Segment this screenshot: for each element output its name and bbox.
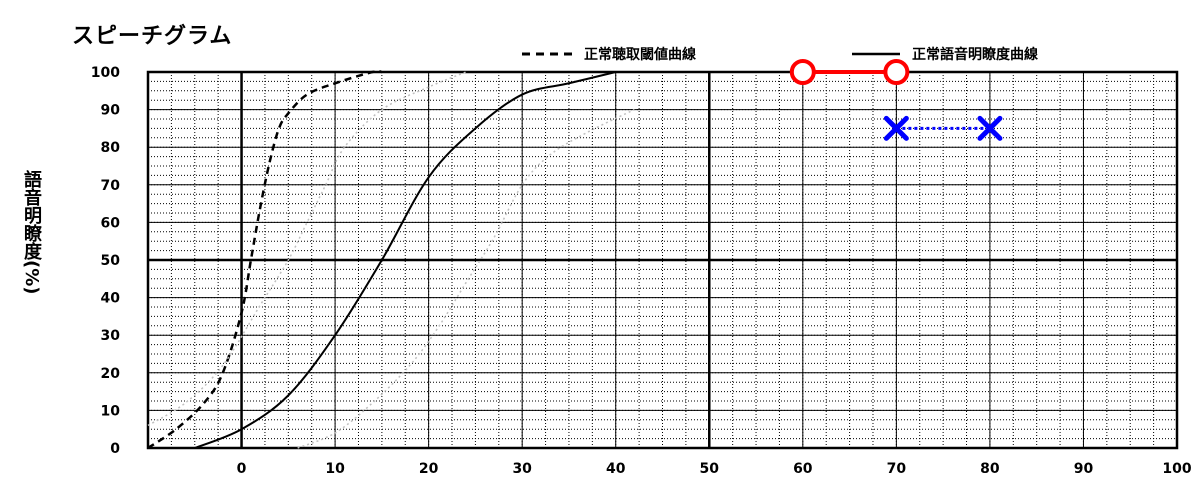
red-circle-marker: [789, 59, 816, 85]
y-tick-label: 20: [101, 366, 121, 382]
x-tick-label: 60: [793, 461, 813, 477]
y-tick-label: 30: [101, 328, 121, 344]
chart-title: スピーチグラム: [72, 24, 233, 49]
y-tick-label: 90: [101, 103, 121, 119]
y-tick-label: 10: [101, 403, 121, 419]
x-tick-label: 20: [419, 461, 439, 477]
x-tick-label: 0: [237, 461, 247, 477]
y-tick-label: 100: [91, 65, 120, 81]
reference-curve-gray: [297, 108, 635, 449]
blue-x-marker: [977, 115, 1003, 141]
y-tick-label: 0: [110, 441, 120, 457]
legend-label-threshold: 正常聴取閾値曲線: [584, 46, 696, 63]
blue-x-marker: [883, 115, 909, 141]
series-articulation-line: [194, 71, 616, 449]
plot-frame: [146, 70, 1179, 450]
y-tick-label: 80: [101, 140, 121, 156]
x-tick-label: 10: [325, 461, 345, 477]
x-tick-label: 90: [1074, 461, 1094, 477]
y-tick-label: 40: [101, 291, 121, 307]
x-tick-label: 80: [980, 461, 1000, 477]
series-threshold-line: [147, 69, 383, 450]
x-tick-label: 40: [606, 461, 626, 477]
x-tick-label: 100: [1162, 461, 1191, 477]
reference-curve-gray: [147, 71, 467, 427]
y-axis-label: 語音明瞭度(%): [21, 170, 42, 295]
legend-label-articulation: 正常語音明瞭度曲線: [912, 46, 1038, 63]
y-tick-label: 50: [101, 253, 121, 269]
y-tick-label: 60: [101, 215, 121, 231]
x-tick-label: 70: [887, 461, 907, 477]
y-tick-label: 70: [101, 178, 121, 194]
x-tick-label: 30: [512, 461, 532, 477]
red-circle-marker: [883, 59, 910, 85]
x-tick-label: 50: [700, 461, 720, 477]
